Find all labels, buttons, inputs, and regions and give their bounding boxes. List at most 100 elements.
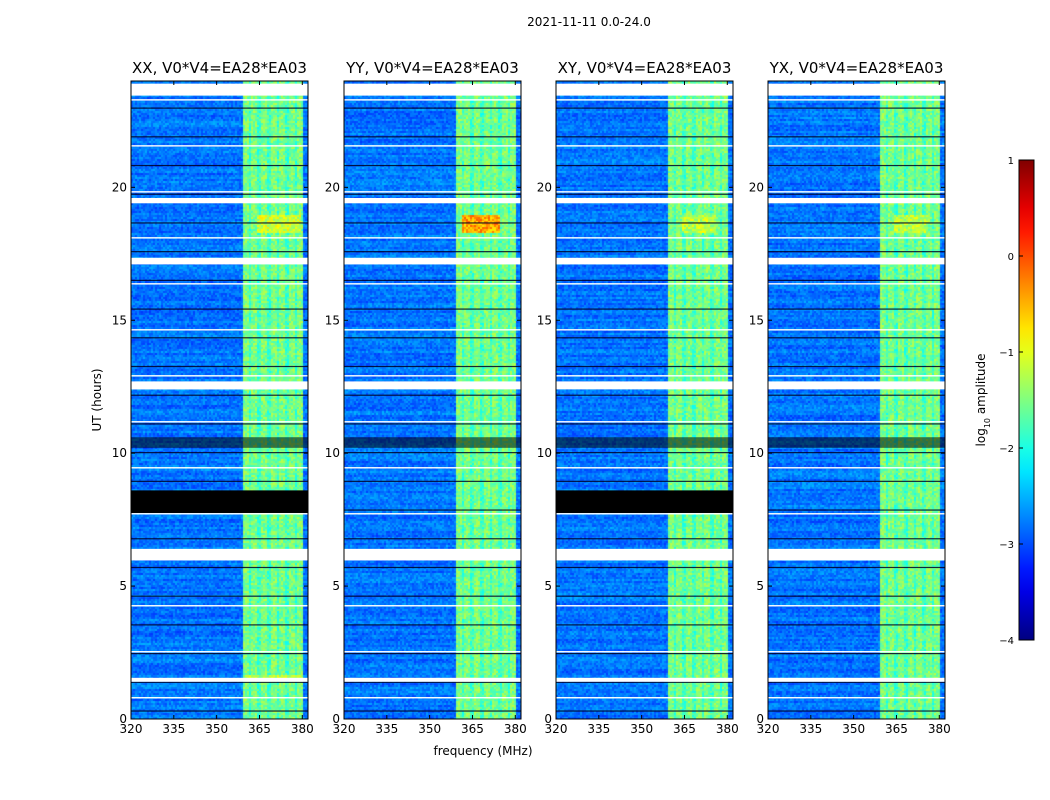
y-tick-label: 5: [544, 579, 552, 593]
gap-line: [768, 697, 945, 699]
gap-line: [556, 697, 733, 699]
row-separator: [131, 222, 308, 224]
gap-line: [344, 375, 521, 377]
blank-row: [556, 257, 733, 265]
blank-row: [768, 381, 945, 390]
row-separator: [556, 710, 733, 712]
gap-line: [344, 559, 521, 561]
y-tick-label: 0: [332, 712, 340, 726]
row-separator: [556, 337, 733, 339]
row-separator: [131, 394, 308, 396]
row-separator: [768, 222, 945, 224]
row-separator: [131, 710, 308, 712]
x-tick-label: 365: [885, 722, 908, 736]
gap-line: [768, 513, 945, 515]
gap-line: [131, 99, 308, 101]
y-tick-label: 0: [756, 712, 764, 726]
blank-row: [131, 83, 308, 96]
row-separator: [344, 480, 521, 482]
blank-row: [556, 677, 733, 682]
row-separator: [344, 394, 521, 396]
row-separator: [768, 107, 945, 109]
x-tick-label: 320: [333, 722, 356, 736]
gap-line: [131, 283, 308, 285]
row-separator: [768, 136, 945, 138]
gap-line: [131, 559, 308, 561]
row-separator: [556, 566, 733, 569]
colorbar-tick-label: −4: [999, 636, 1014, 647]
gap-line: [556, 559, 733, 561]
gap-line: [131, 329, 308, 331]
blank-row: [131, 548, 308, 560]
gap-line: [556, 237, 733, 239]
row-separator: [131, 193, 308, 195]
gap-line: [344, 513, 521, 515]
row-separator: [131, 308, 308, 310]
row-separator: [344, 136, 521, 138]
x-tick-label: 335: [375, 722, 398, 736]
row-separator: [556, 193, 733, 195]
blank-row: [556, 197, 733, 204]
x-tick-label: 320: [757, 722, 780, 736]
blank-row: [344, 548, 521, 560]
x-tick-label: 335: [799, 722, 822, 736]
panel-1: XX, V0*V4=EA28*EA03 320 335 350 365 380 0 5 10 15…: [112, 59, 314, 736]
y-tick-label: 15: [112, 313, 127, 327]
row-separator: [344, 452, 521, 454]
y-axis-label: UT (hours): [90, 368, 104, 431]
row-separator: [768, 394, 945, 396]
y-tick-label: 10: [325, 446, 340, 460]
y-tick-label: 20: [749, 180, 764, 194]
row-separator: [344, 624, 521, 626]
x-tick-label: 335: [587, 722, 610, 736]
blank-row: [556, 381, 733, 390]
row-separator: [344, 595, 521, 597]
row-separator: [768, 566, 945, 569]
row-separator: [768, 423, 945, 425]
row-separator: [344, 509, 521, 511]
row-separator: [768, 509, 945, 511]
row-separator: [556, 423, 733, 425]
x-tick-label: 380: [504, 722, 527, 736]
row-separator: [344, 710, 521, 712]
gap-line: [768, 283, 945, 285]
y-tick-label: 0: [544, 712, 552, 726]
panel-title: YY, V0*V4=EA28*EA03: [345, 59, 519, 77]
blank-row: [768, 197, 945, 204]
blank-row: [131, 677, 308, 682]
gap-line: [131, 467, 308, 469]
row-separator: [344, 251, 521, 253]
blank-row: [131, 197, 308, 204]
row-separator: [131, 653, 308, 655]
gap-line: [344, 697, 521, 699]
gap-line: [768, 99, 945, 101]
panel-frame: [555, 80, 734, 720]
row-separator: [768, 681, 945, 683]
row-separator: [344, 653, 521, 655]
gap-line: [344, 329, 521, 331]
x-tick-label: 380: [291, 722, 314, 736]
y-tick-label: 15: [749, 313, 764, 327]
colorbar-tick-label: −1: [999, 348, 1014, 359]
gap-line: [131, 421, 308, 423]
gap-line: [768, 421, 945, 423]
row-separator: [768, 538, 945, 540]
row-separator: [131, 566, 308, 569]
y-tick-label: 10: [749, 446, 764, 460]
y-tick-label: 5: [756, 579, 764, 593]
x-axis-label: frequency (MHz): [433, 744, 532, 758]
blank-row: [131, 386, 308, 390]
heatmap-image-3: [556, 81, 733, 719]
row-separator: [768, 279, 945, 281]
blank-row: [344, 83, 521, 96]
colorbar-tick-label: −2: [999, 444, 1014, 455]
row-separator: [768, 624, 945, 626]
row-separator: [768, 452, 945, 454]
gap-line: [344, 99, 521, 101]
gap-line: [556, 467, 733, 469]
row-separator: [131, 251, 308, 253]
row-separator: [556, 624, 733, 626]
row-separator: [344, 279, 521, 281]
row-separator: [131, 279, 308, 281]
row-separator: [556, 251, 733, 253]
